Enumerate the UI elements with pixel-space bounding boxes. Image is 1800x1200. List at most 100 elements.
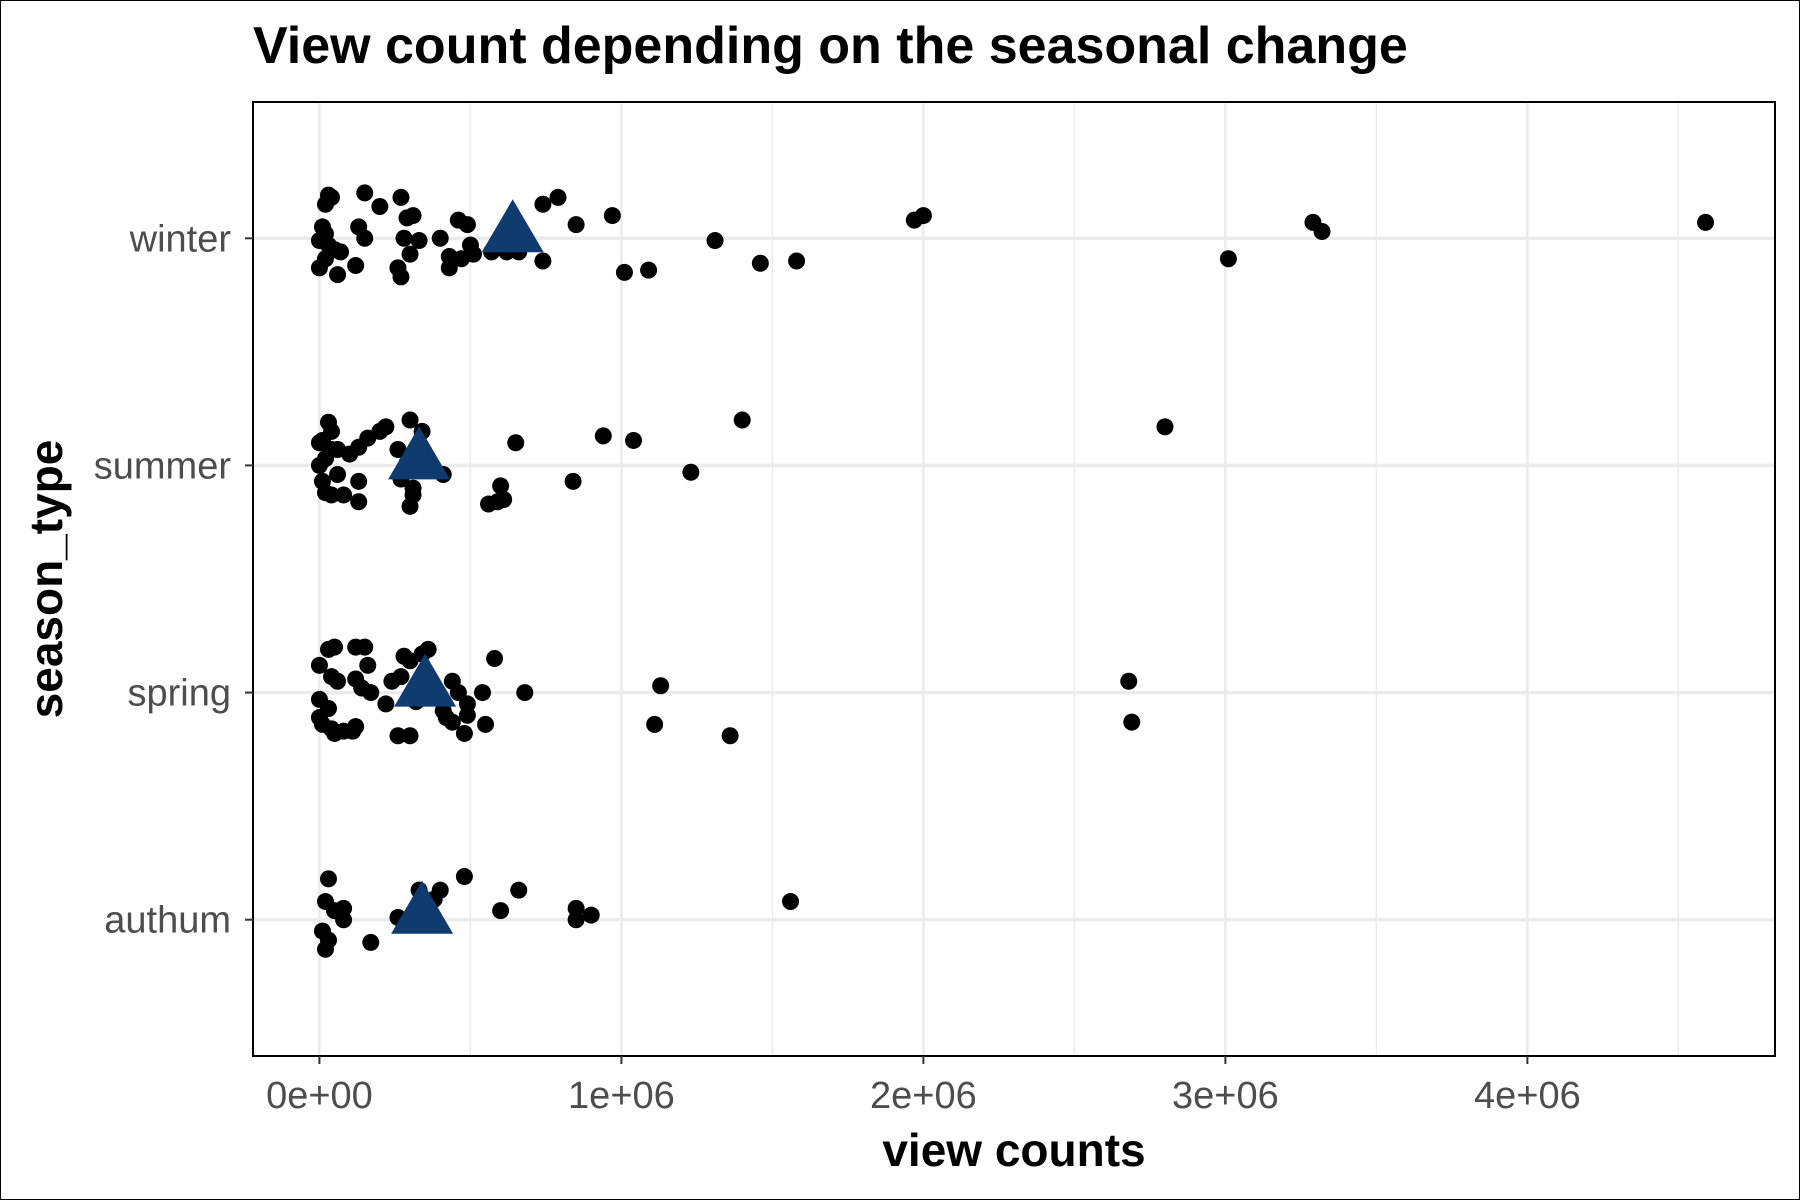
data-point-authum: [782, 893, 800, 911]
data-point-winter: [615, 263, 633, 281]
data-point-spring: [362, 684, 380, 702]
data-point-spring: [329, 672, 347, 690]
data-point-winter: [1219, 250, 1237, 268]
data-point-spring: [458, 706, 476, 724]
data-point-spring: [652, 677, 670, 695]
data-point-summer: [594, 427, 612, 445]
data-point-spring: [443, 713, 461, 731]
y-tick-label: authum: [104, 900, 231, 942]
data-point-summer: [625, 431, 642, 449]
data-point-summer: [350, 472, 368, 490]
chart-title: View count depending on the seasonal cha…: [253, 17, 1408, 75]
data-point-winter: [410, 232, 428, 250]
data-point-summer: [329, 466, 347, 484]
data-point-authum: [455, 868, 473, 886]
x-tick-label: 4e+06: [1474, 1075, 1581, 1117]
data-point-summer: [323, 486, 341, 504]
data-point-summer: [350, 493, 368, 511]
data-point-authum: [492, 902, 510, 920]
data-point-winter: [401, 245, 419, 263]
data-point-summer: [389, 441, 407, 459]
grid-lines: [253, 102, 1775, 1056]
data-point-spring: [721, 727, 739, 745]
mean-markers: [388, 199, 544, 934]
data-point-winter: [1313, 222, 1331, 240]
data-point-winter: [371, 197, 389, 215]
data-point-winter: [914, 207, 932, 225]
mean-marker-summer: [388, 426, 451, 480]
data-point-authum: [567, 911, 585, 929]
data-point-spring: [474, 684, 492, 702]
data-point-spring: [455, 724, 473, 742]
y-tick-label: winter: [129, 218, 232, 260]
x-tick-label: 0e+00: [266, 1075, 373, 1117]
data-point-winter: [316, 195, 334, 213]
data-point-summer: [401, 497, 419, 515]
plot-panel-border: [252, 101, 1776, 1057]
data-point-winter: [567, 216, 585, 234]
data-point-spring: [646, 715, 664, 733]
data-point-winter: [549, 188, 567, 206]
data-point-winter: [404, 207, 422, 225]
data-point-spring: [392, 668, 410, 686]
data-point-authum: [362, 933, 380, 951]
data-point-spring: [359, 656, 377, 674]
data-point-authum: [316, 940, 334, 958]
data-point-summer: [492, 477, 510, 495]
mean-marker-winter: [481, 199, 544, 253]
data-point-spring: [347, 718, 365, 736]
data-point-spring: [486, 650, 504, 667]
x-tick-label: 3e+06: [1172, 1075, 1279, 1117]
mean-marker-spring: [394, 653, 457, 707]
data-point-spring: [389, 727, 407, 745]
data-point-summer: [682, 463, 700, 481]
data-point-winter: [332, 243, 350, 261]
data-point-winter: [640, 261, 658, 279]
data-point-authum: [319, 870, 337, 888]
data-point-summer: [564, 472, 582, 490]
data-point-authum: [335, 911, 353, 929]
x-tick-label: 2e+06: [870, 1075, 977, 1117]
data-point-summer: [733, 411, 751, 429]
data-point-winter: [392, 268, 410, 286]
data-point-summer: [495, 491, 513, 508]
data-point-authum: [510, 881, 528, 899]
data-point-winter: [452, 250, 470, 268]
data-point-winter: [431, 229, 449, 247]
data-point-winter: [356, 184, 374, 202]
y-tick-label: summer: [94, 445, 232, 487]
mean-marker-authum: [391, 880, 454, 934]
data-point-winter: [440, 259, 458, 277]
data-point-spring: [419, 640, 437, 658]
data-point-spring: [401, 727, 419, 745]
data-point-winter: [392, 188, 410, 206]
data-point-summer: [335, 486, 353, 504]
data-point-summer: [507, 434, 525, 452]
data-point-spring: [310, 656, 328, 674]
data-point-winter: [347, 257, 365, 275]
data-point-winter: [329, 266, 347, 284]
data-point-spring: [377, 695, 395, 713]
data-point-summer: [377, 418, 395, 436]
data-point-spring: [477, 715, 495, 733]
data-point-winter: [316, 250, 334, 268]
data-point-winter: [534, 195, 552, 213]
x-axis-title: view counts: [882, 1124, 1145, 1176]
data-point-spring: [449, 684, 467, 702]
data-point-summer: [1156, 418, 1174, 436]
data-points: [310, 184, 1715, 958]
data-point-summer: [310, 456, 328, 474]
data-point-winter: [458, 216, 476, 234]
data-point-spring: [356, 638, 374, 656]
data-point-winter: [788, 252, 806, 270]
data-point-authum: [582, 906, 600, 924]
data-point-winter: [706, 232, 724, 250]
y-axis-title: season_type: [20, 440, 72, 719]
data-point-spring: [1123, 713, 1141, 731]
y-tick-label: spring: [128, 673, 232, 715]
data-point-winter: [534, 252, 552, 270]
x-axis-ticks: 0e+00 1e+06 2e+06 3e+06 4e+06: [266, 1056, 1581, 1117]
data-point-winter: [751, 254, 769, 272]
